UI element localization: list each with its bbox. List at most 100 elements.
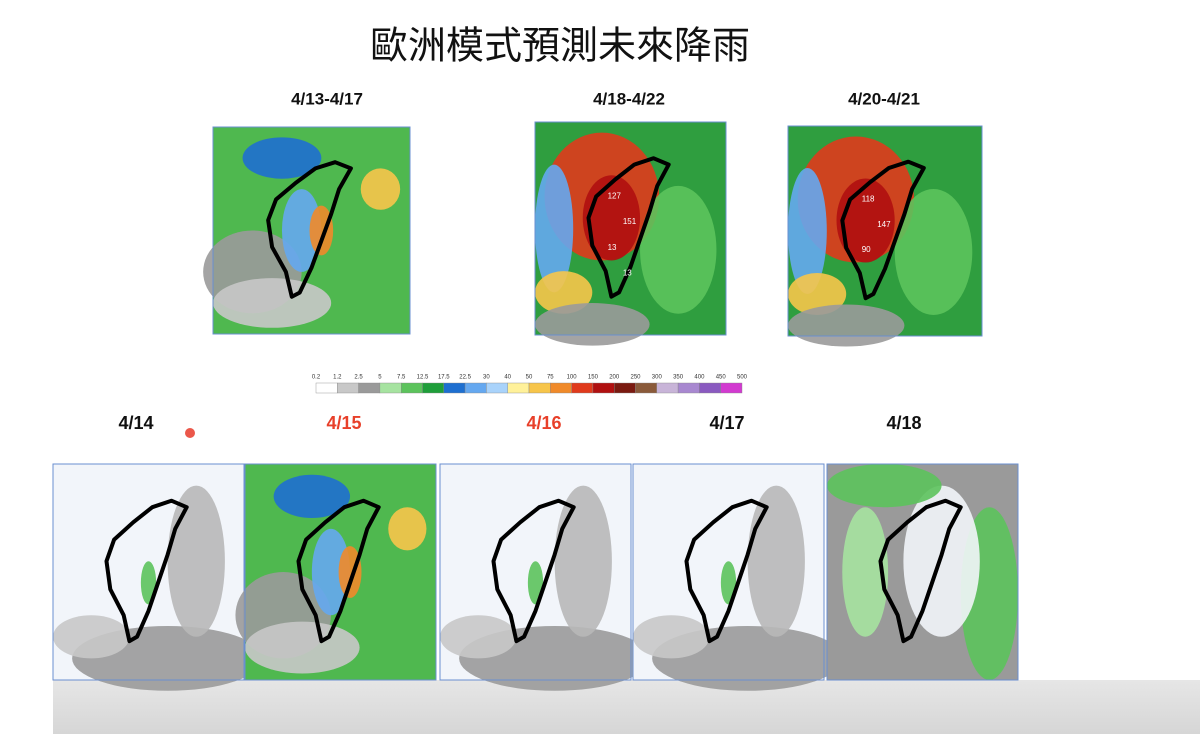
colorbar-tick-label: 450	[716, 375, 727, 381]
weather-map	[826, 463, 1019, 681]
rain-area	[273, 474, 351, 518]
map-label: 4/20-4/21	[848, 89, 920, 108]
taiwan-outline	[491, 498, 576, 644]
colorbar-tick-label: 7.5	[397, 375, 406, 381]
weather-map	[235, 463, 437, 681]
colorbar-tick-label: 350	[673, 375, 684, 381]
rain-area	[338, 546, 362, 598]
colorbar-segment	[315, 382, 338, 394]
taiwan-outline	[586, 156, 671, 299]
map-number: 151	[623, 217, 637, 226]
map-border	[826, 463, 1019, 681]
rain-area	[788, 168, 827, 294]
rain-area	[894, 189, 973, 315]
map-number: 90	[862, 245, 871, 254]
map-number: 147	[877, 220, 891, 229]
weather-map	[439, 463, 651, 691]
rain-area	[903, 485, 980, 637]
colorbar-segment	[677, 382, 700, 394]
colorbar-segment	[337, 382, 359, 394]
taiwan-outline	[296, 498, 381, 644]
colorbar-tick-label: 12.5	[417, 375, 429, 381]
colorbar-segment	[486, 382, 508, 394]
rain-area	[244, 621, 360, 674]
map-label: 4/13-4/17	[291, 89, 363, 108]
colorbar-tick-label: 75	[547, 375, 554, 381]
colorbar-tick-label: 50	[526, 375, 533, 381]
weather-map	[787, 125, 983, 347]
taiwan-outline	[878, 498, 963, 644]
map-border	[632, 463, 825, 681]
taiwan-outline	[104, 498, 189, 644]
colorbar-segment	[379, 382, 402, 394]
colorbar-segment	[720, 382, 743, 394]
colorbar-tick-label: 150	[588, 375, 599, 381]
map-number: 118	[862, 195, 875, 204]
map-border	[52, 463, 245, 681]
taiwan-outline	[684, 498, 769, 644]
rain-area	[309, 205, 334, 256]
rain-area	[554, 485, 612, 637]
colorbar-tick-label: 0.2	[312, 375, 321, 381]
map-label: 4/16	[526, 413, 561, 433]
rain-area	[535, 271, 593, 314]
colorbar-tick-label: 300	[652, 375, 663, 381]
rain-area	[788, 304, 905, 347]
colorbar-tick-label: 17.5	[438, 375, 450, 381]
taiwan-outline	[266, 160, 353, 299]
colorbar-tick-label: 400	[694, 375, 705, 381]
rain-area	[535, 164, 574, 293]
weather-map	[534, 121, 727, 346]
colorbar-segment	[635, 382, 657, 394]
rain-area	[633, 615, 710, 659]
taiwan-outline	[840, 159, 926, 301]
map-label: 4/14	[118, 413, 153, 433]
colorbar-segment	[656, 382, 679, 394]
colorbar-segment	[699, 382, 721, 394]
colorbar-segment	[550, 382, 572, 394]
rain-area	[281, 189, 322, 272]
colorbar-segment	[422, 382, 444, 394]
map-number: 13	[608, 243, 617, 252]
colorbar-segment	[592, 382, 615, 394]
colorbar-segment	[528, 382, 551, 394]
colorbar-segment	[443, 382, 466, 394]
colorbar-tick-label: 30	[483, 375, 490, 381]
map-label: 4/18-4/22	[593, 89, 665, 108]
map-border	[212, 126, 411, 335]
colorbar-segment	[464, 382, 487, 394]
weather-map	[632, 463, 844, 691]
bottom-strip	[53, 680, 1200, 734]
rain-area	[242, 137, 322, 179]
colorbar-tick-label: 100	[567, 375, 578, 381]
colorbar-tick-label: 1.2	[333, 375, 342, 381]
weather-map	[203, 126, 411, 335]
map-border	[439, 463, 632, 681]
colorbar-segment	[401, 382, 423, 394]
colorbar-tick-label: 500	[737, 375, 748, 381]
map-label: 4/15	[326, 413, 361, 433]
colorbar-tick-label: 200	[609, 375, 620, 381]
colorbar-segment	[507, 382, 530, 394]
rain-area	[827, 464, 942, 508]
colorbar-tick-label: 5	[378, 375, 382, 381]
rain-area	[360, 168, 401, 210]
map-border	[787, 125, 983, 337]
rain-area	[640, 185, 717, 314]
rain-area	[788, 273, 847, 315]
colorbar-segment	[358, 382, 381, 394]
rain-area	[213, 278, 332, 328]
colorbar-tick-label: 40	[504, 375, 511, 381]
colorbar-tick-label: 250	[630, 375, 641, 381]
map-label: 4/18	[886, 413, 921, 433]
map-number: 127	[608, 192, 622, 201]
rain-area	[167, 485, 225, 637]
map-border	[534, 121, 727, 336]
rain-area	[311, 528, 351, 616]
map-number: 13	[623, 268, 632, 277]
colorbar-segment	[571, 382, 594, 394]
map-border	[244, 463, 437, 681]
colorbar-tick-label: 2.5	[354, 375, 363, 381]
rain-area	[52, 615, 130, 659]
